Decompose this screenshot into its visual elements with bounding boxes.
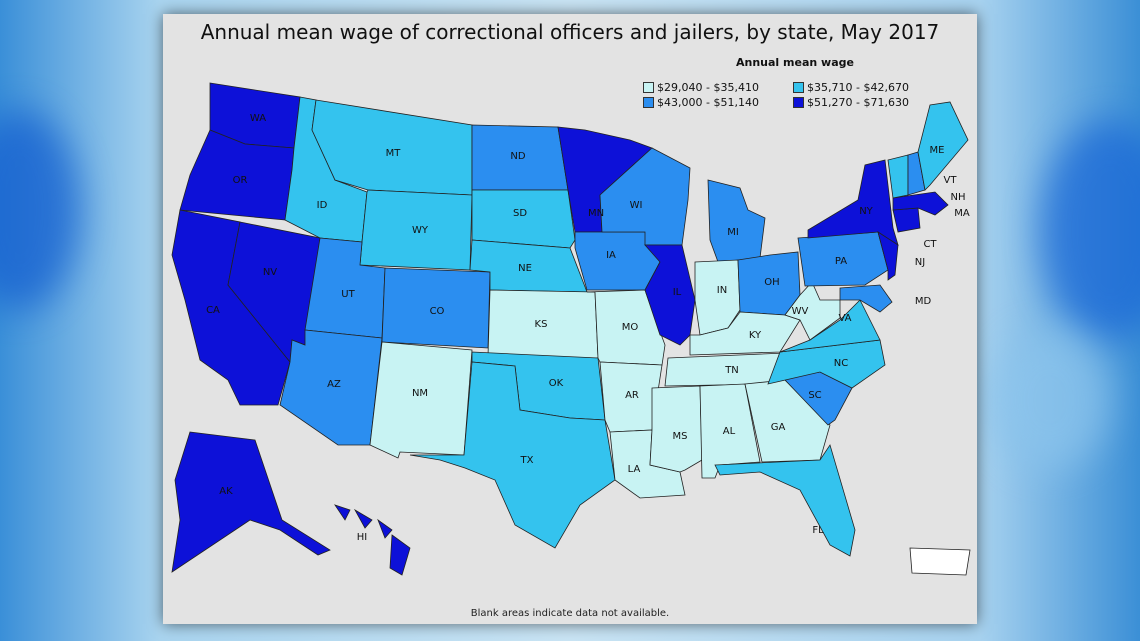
- legend-item: $29,040 - $35,410: [643, 81, 759, 94]
- state-label-nm: NM: [412, 388, 428, 399]
- map-panel: Annual mean wage of correctional officer…: [163, 14, 977, 624]
- state-label-me: ME: [930, 145, 945, 156]
- state-label-ak: AK: [219, 486, 233, 497]
- state-label-sc: SC: [808, 390, 821, 401]
- state-label-ms: MS: [673, 431, 688, 442]
- state-label-il: IL: [673, 287, 682, 298]
- state-ma: [892, 191, 949, 216]
- state-label-nh: NH: [951, 192, 966, 203]
- state-label-ca: CA: [206, 305, 220, 316]
- state-label-fl: FL: [812, 525, 824, 536]
- legend-label: $51,270 - $71,630: [807, 96, 909, 109]
- state-tx: [409, 361, 616, 549]
- state-label-mt: MT: [386, 148, 402, 159]
- state-label-in: IN: [717, 285, 727, 296]
- state-ak: [171, 431, 331, 573]
- state-il: [644, 244, 696, 346]
- us-map: WA OR CA NV ID MT WY UT AZ CO NM ND SD NE KS OK TX MN IA MO…: [171, 82, 971, 576]
- state-vt: [887, 154, 909, 199]
- state-label-sd: SD: [513, 208, 527, 219]
- state-label-pa: PA: [835, 256, 847, 267]
- state-label-ny: NY: [859, 206, 873, 217]
- state-label-tn: TN: [724, 365, 739, 376]
- state-ct: [892, 207, 921, 233]
- state-label-ut: UT: [341, 289, 355, 300]
- state-hi: [334, 504, 411, 576]
- state-label-ct: CT: [923, 239, 937, 250]
- state-label-ar: AR: [625, 390, 639, 401]
- legend-label: $43,000 - $51,140: [657, 96, 759, 109]
- state-va: [779, 299, 881, 353]
- state-label-ne: NE: [518, 263, 532, 274]
- state-label-ga: GA: [771, 422, 786, 433]
- state-label-or: OR: [233, 175, 248, 186]
- state-label-tx: TX: [520, 455, 534, 466]
- state-label-wy: WY: [412, 225, 429, 236]
- legend-title: Annual mean wage: [736, 56, 854, 69]
- state-label-mn: MN: [588, 208, 604, 219]
- state-label-mo: MO: [622, 322, 639, 333]
- state-label-wv: WV: [792, 306, 809, 317]
- state-label-la: LA: [628, 464, 641, 475]
- state-label-wa: WA: [250, 113, 266, 124]
- legend-swatch: [793, 82, 804, 93]
- map-title: Annual mean wage of correctional officer…: [200, 20, 940, 44]
- state-label-ks: KS: [535, 319, 548, 330]
- state-label-nv: NV: [263, 267, 277, 278]
- legend-swatch: [643, 82, 654, 93]
- state-label-mi: MI: [727, 227, 739, 238]
- legend-swatch: [793, 97, 804, 108]
- state-label-va: VA: [838, 313, 851, 324]
- state-label-nj: NJ: [915, 257, 925, 268]
- state-label-az: AZ: [327, 379, 341, 390]
- state-label-ia: IA: [606, 250, 616, 261]
- state-label-ok: OK: [549, 378, 564, 389]
- state-label-vt: VT: [944, 175, 958, 186]
- state-ms: [649, 385, 703, 473]
- state-md: [839, 284, 893, 313]
- state-sd: [471, 189, 576, 249]
- legend-item: $43,000 - $51,140: [643, 96, 759, 109]
- state-label-md: MD: [915, 296, 932, 307]
- state-label-nd: ND: [510, 151, 525, 162]
- state-label-ky: KY: [749, 330, 762, 341]
- state-pr: [909, 547, 971, 576]
- legend-item: $51,270 - $71,630: [793, 96, 909, 109]
- state-mi: [707, 179, 766, 263]
- state-label-ma: MA: [954, 208, 970, 219]
- state-label-al: AL: [723, 426, 736, 437]
- state-me: [917, 101, 969, 191]
- state-label-oh: OH: [764, 277, 779, 288]
- legend-label: $35,710 - $42,670: [807, 81, 909, 94]
- footnote: Blank areas indicate data not available.: [470, 608, 670, 619]
- state-label-id: ID: [317, 200, 328, 211]
- state-fl: [714, 444, 856, 557]
- state-label-nc: NC: [834, 358, 848, 369]
- state-label-hi: HI: [357, 532, 367, 543]
- state-nm: [369, 341, 473, 459]
- legend-label: $29,040 - $35,410: [657, 81, 759, 94]
- legend-swatch: [643, 97, 654, 108]
- state-label-co: CO: [430, 306, 445, 317]
- state-label-wi: WI: [630, 200, 643, 211]
- state-ny: [807, 159, 899, 246]
- state-nj: [877, 231, 899, 281]
- legend-item: $35,710 - $42,670: [793, 81, 909, 94]
